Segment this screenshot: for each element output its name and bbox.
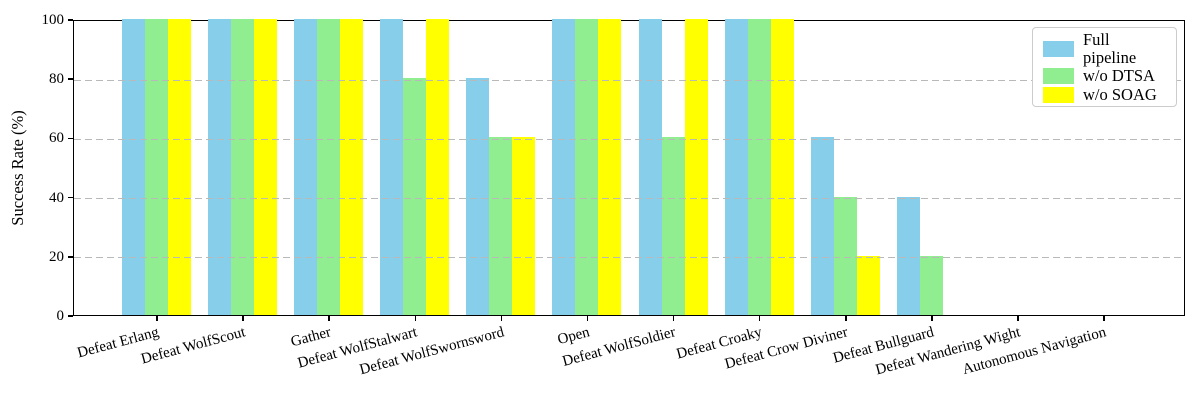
y-axis-title: Success Rate (%) [8,110,27,226]
y-tick-label: 0 [56,308,65,324]
bar [426,19,450,315]
bar [317,19,341,315]
x-tick-mark [931,316,933,321]
legend-swatch [1043,86,1074,103]
bar [208,19,231,315]
x-tick-mark [758,316,761,321]
y-tick-mark [68,196,73,199]
bar [231,19,254,315]
bar [724,19,748,315]
bar [661,137,685,315]
gridline-40 [74,197,1184,200]
legend-label: w/o SOAG [1083,84,1157,104]
legend: Full pipeline w/o DTSA w/o SOAG [1032,27,1177,107]
bar [856,255,880,315]
x-tick-mark [242,316,244,321]
bar [340,19,364,315]
legend-item: w/o SOAG [1043,84,1166,104]
bar [770,19,794,315]
bar [121,19,145,315]
bar [598,19,622,315]
bar [552,19,576,315]
x-tick-mark [845,316,847,321]
y-tick-label: 60 [49,130,64,147]
y-tick-label: 80 [49,71,64,88]
legend-swatch [1043,40,1074,57]
legend-label: Full pipeline [1083,29,1137,67]
bar [144,19,168,315]
bar [638,19,662,315]
legend-label: w/o DTSA [1083,66,1155,85]
y-tick-mark [68,256,73,258]
gridline-60 [74,138,1184,141]
y-tick-label: 100 [41,12,65,28]
plot-area [73,19,1185,316]
bar [512,137,536,315]
bar [833,196,857,315]
legend-item: w/o DTSA [1043,67,1166,85]
bar [466,78,490,315]
x-tick-mark [672,316,675,321]
legend-item: Full pipeline [1043,29,1166,67]
bar [294,19,318,315]
bar [380,19,404,315]
x-tick-label: Open [555,324,592,349]
x-tick-mark [500,316,503,321]
x-tick-mark [156,316,158,321]
y-tick-mark [68,78,73,80]
bar [575,19,599,315]
bar [747,19,771,315]
x-tick-mark [1017,316,1019,321]
gridline-80 [74,79,1184,81]
bar [403,78,427,315]
bar [896,196,920,315]
bar [684,19,708,315]
bar [167,19,191,315]
bar [810,137,834,315]
bar [254,19,277,315]
x-tick-mark [586,316,589,321]
legend-swatch [1043,68,1074,84]
bar [489,137,513,315]
y-tick-label: 20 [49,248,64,265]
bar [919,255,943,315]
x-tick-mark [414,316,417,321]
x-tick-mark [328,316,330,321]
gridline-20 [74,257,1184,259]
y-tick-mark [68,315,73,317]
y-tick-label: 40 [49,189,64,206]
y-tick-mark [68,19,73,21]
x-tick-mark [1103,316,1105,321]
y-tick-mark [68,137,73,140]
